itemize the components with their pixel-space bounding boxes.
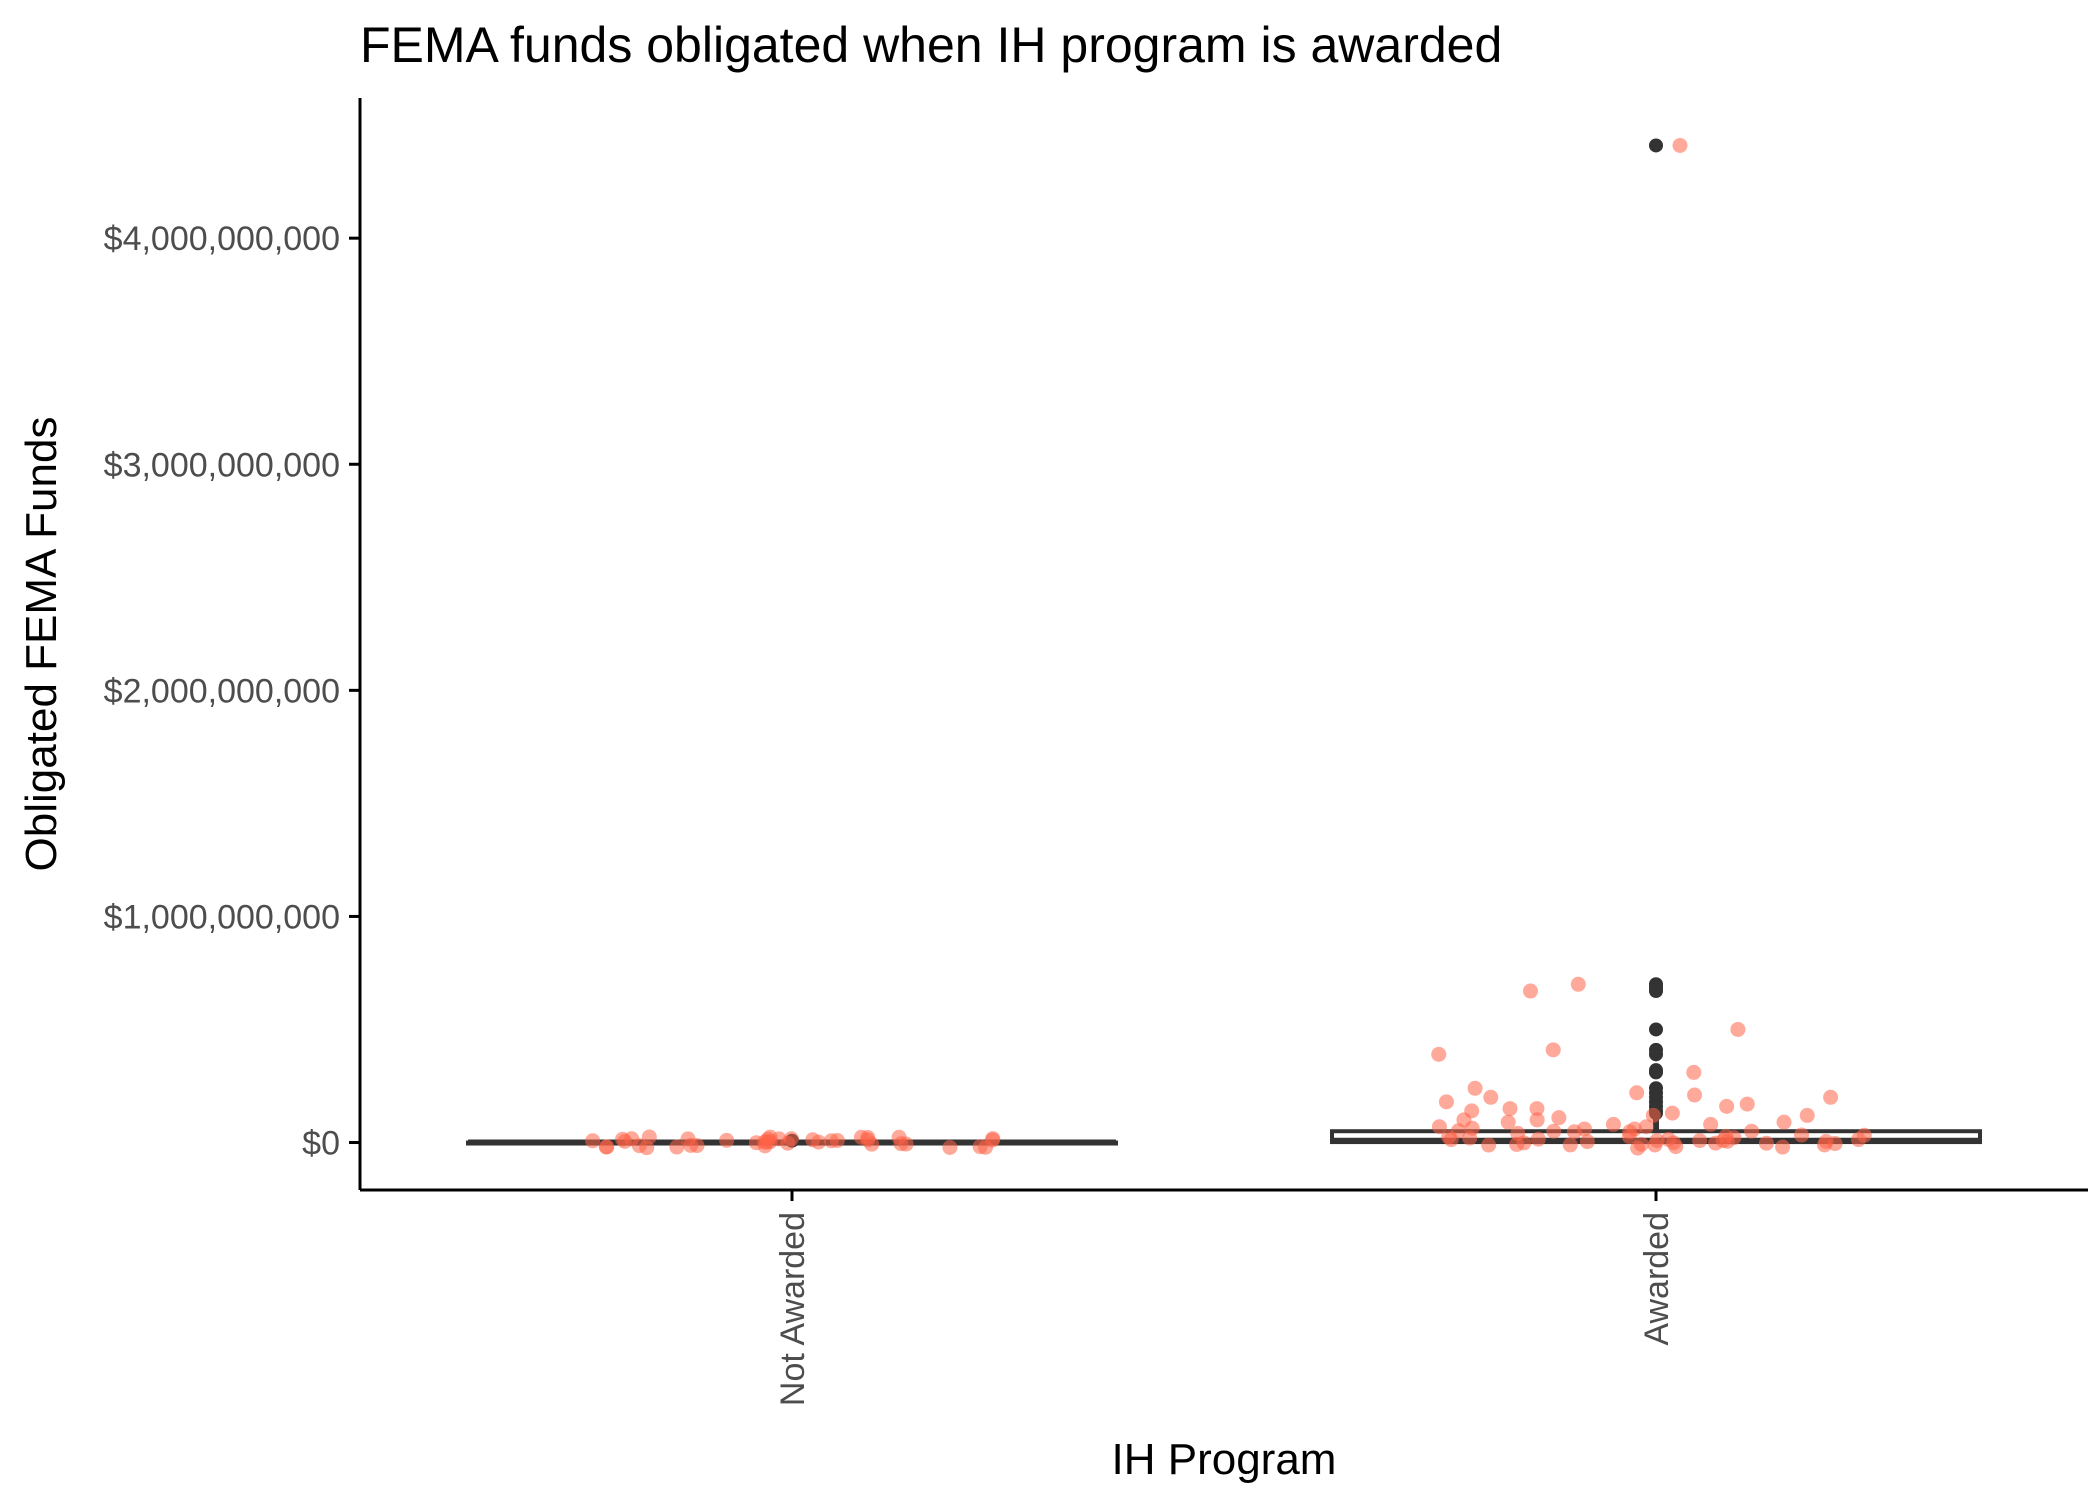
y-tick-label: $2,000,000,000 [104, 672, 340, 710]
data-point [1823, 1089, 1839, 1105]
data-point [972, 1139, 988, 1155]
data-point [829, 1132, 845, 1148]
data-point [1509, 1136, 1525, 1152]
y-axis-title: Obligated FEMA Funds [17, 417, 66, 872]
data-point [1645, 1107, 1661, 1123]
box-plots [466, 138, 1982, 1148]
data-point [1502, 1101, 1518, 1117]
data-point [1672, 137, 1688, 153]
data-point [1546, 1123, 1562, 1139]
data-point [1467, 1080, 1483, 1096]
data-point [1692, 1133, 1708, 1149]
chart-title: FEMA funds obligated when IH program is … [360, 17, 1502, 73]
y-tick-label: $1,000,000,000 [104, 898, 340, 936]
x-axis-title: IH Program [1112, 1435, 1337, 1484]
data-point [1622, 1124, 1638, 1140]
data-point [585, 1133, 601, 1149]
data-point [1794, 1127, 1810, 1143]
data-point [762, 1134, 778, 1150]
data-point [1817, 1137, 1833, 1153]
data-point [1570, 976, 1586, 992]
outlier-point [1649, 1047, 1663, 1062]
data-point [1464, 1120, 1480, 1136]
data-point [1529, 1101, 1545, 1117]
data-point [599, 1139, 615, 1155]
outlier-point [1649, 1065, 1663, 1080]
x-axis-ticks: Not Awarded Awarded [774, 1190, 1676, 1406]
data-point [1605, 1116, 1621, 1132]
outlier-point [1649, 1022, 1663, 1037]
data-point [1703, 1116, 1719, 1132]
data-point [1744, 1123, 1760, 1139]
data-point [1566, 1124, 1582, 1140]
data-point [1481, 1137, 1497, 1153]
jitter-points [585, 137, 1872, 1156]
data-point [624, 1131, 640, 1147]
data-point [864, 1136, 880, 1152]
data-point [1719, 1098, 1735, 1114]
data-point [783, 1131, 799, 1147]
data-point [1686, 1064, 1702, 1080]
data-point [1529, 1112, 1545, 1128]
data-point [1730, 1021, 1746, 1037]
data-point [1775, 1139, 1791, 1155]
y-tick-label: $0 [302, 1125, 340, 1163]
data-point [1739, 1096, 1755, 1112]
y-axis-ticks: $0 $1,000,000,000 $2,000,000,000 $3,000,000… [104, 220, 360, 1163]
data-point [1522, 983, 1538, 999]
outlier-point [1649, 984, 1663, 999]
data-point [1799, 1107, 1815, 1123]
data-point [1431, 1119, 1447, 1135]
data-point [669, 1139, 685, 1155]
data-point [1530, 1131, 1546, 1147]
data-point [1776, 1114, 1792, 1130]
data-point [1726, 1130, 1742, 1146]
data-point [805, 1132, 821, 1148]
data-point [1551, 1110, 1567, 1126]
x-tick-label: Awarded [1638, 1212, 1676, 1346]
data-point [1668, 1139, 1684, 1155]
data-point [1687, 1087, 1703, 1103]
data-point [1629, 1085, 1645, 1101]
data-point [719, 1132, 735, 1148]
data-point [893, 1136, 909, 1152]
data-point [1483, 1089, 1499, 1105]
y-tick-label: $4,000,000,000 [104, 220, 340, 258]
data-point [1633, 1136, 1649, 1152]
x-tick-label: Not Awarded [774, 1212, 812, 1406]
data-point [1438, 1094, 1454, 1110]
data-point [1579, 1134, 1595, 1150]
data-point [1545, 1042, 1561, 1058]
data-point [1649, 1132, 1665, 1148]
data-point [1664, 1105, 1680, 1121]
data-point [683, 1137, 699, 1153]
data-point [1758, 1135, 1774, 1151]
y-tick-label: $3,000,000,000 [104, 446, 340, 484]
data-point [1500, 1114, 1516, 1130]
data-point [1562, 1137, 1578, 1153]
outlier-point [1649, 138, 1663, 153]
data-point [1850, 1132, 1866, 1148]
data-point [985, 1132, 1001, 1148]
data-point [1638, 1119, 1654, 1135]
data-point [942, 1140, 958, 1156]
data-point [1443, 1132, 1459, 1148]
data-point [1431, 1046, 1447, 1062]
